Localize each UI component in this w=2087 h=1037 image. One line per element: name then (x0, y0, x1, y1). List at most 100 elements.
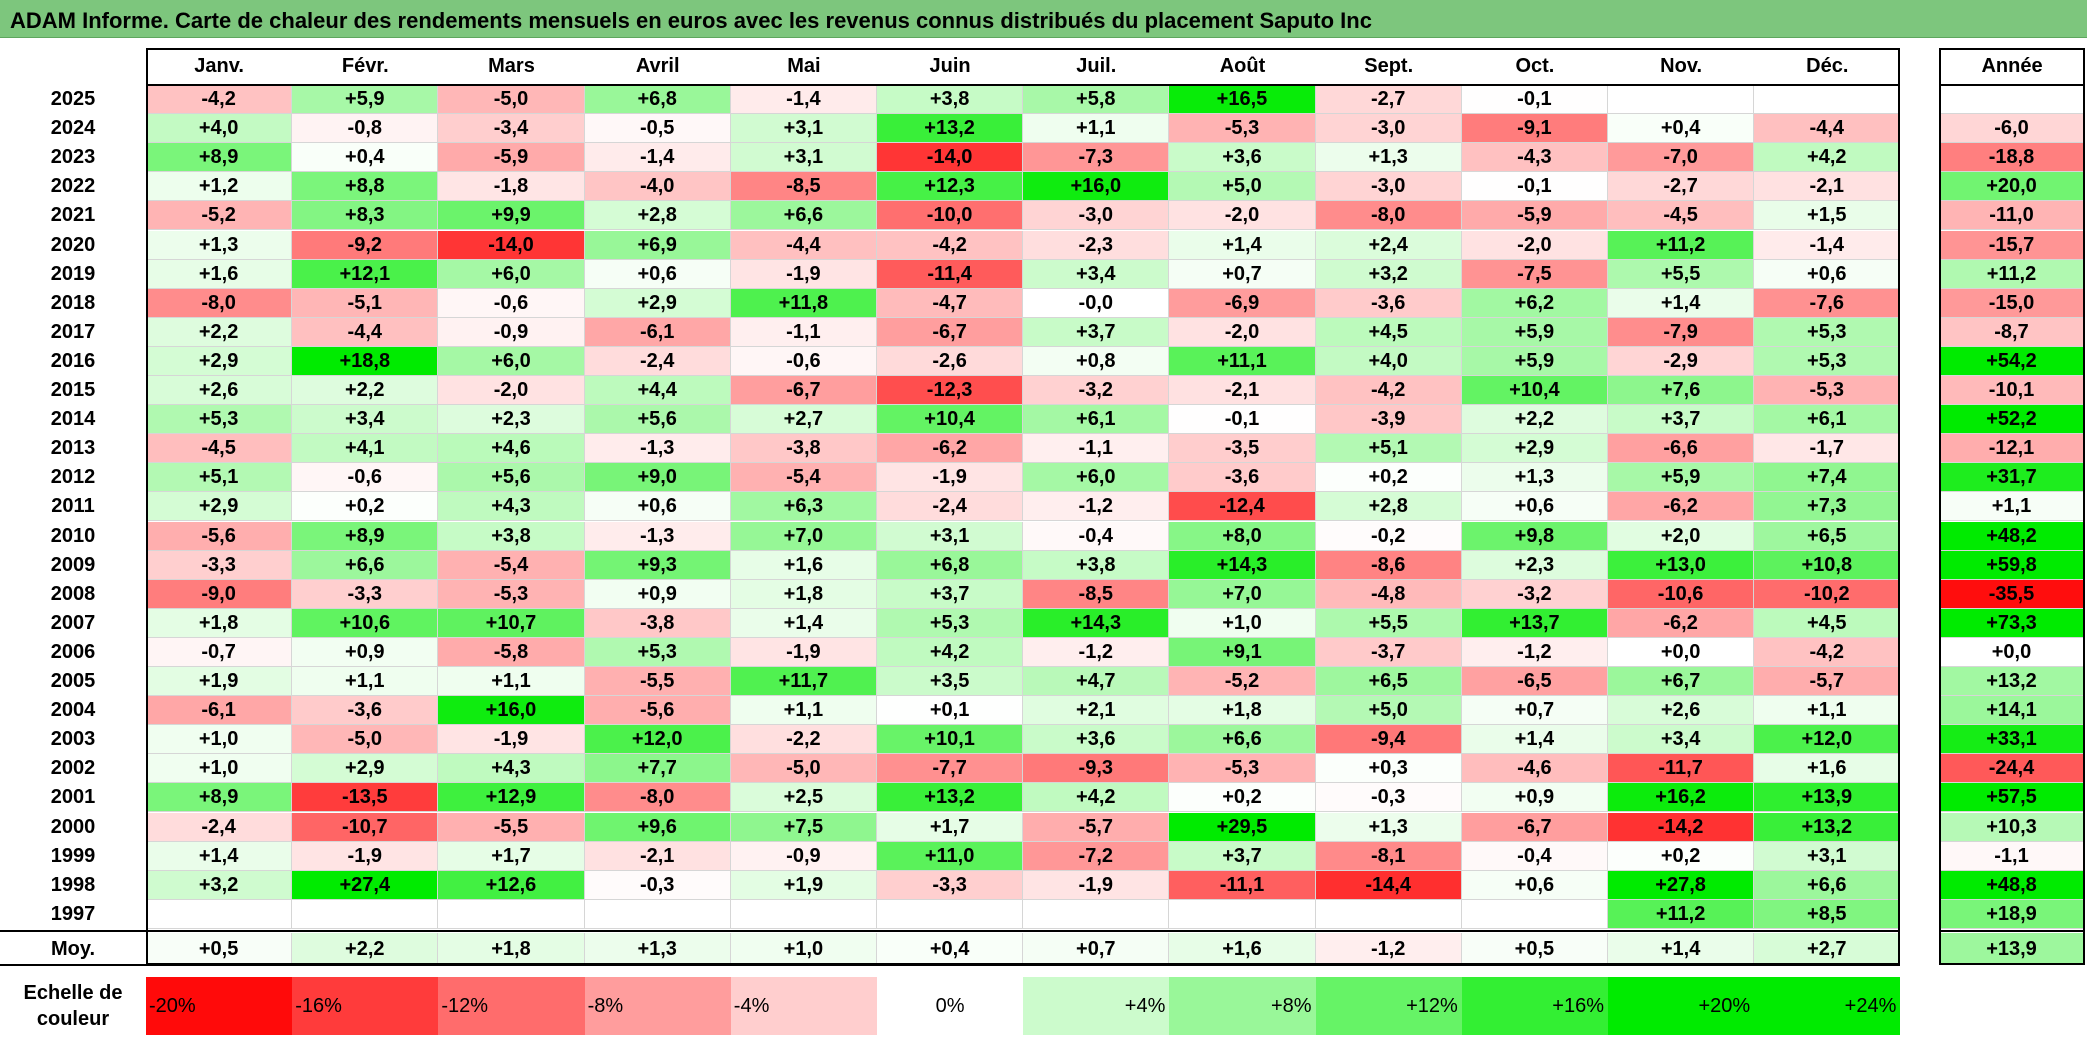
heatmap-cell: -5,9 (1461, 201, 1608, 231)
annual-cell: -6,0 (1939, 114, 2085, 144)
annual-cell: +0,0 (1939, 637, 2085, 667)
heatmap-cell: -7,3 (1023, 143, 1170, 173)
heatmap-cell: +12,0 (584, 725, 731, 755)
heatmap-cell: -5,3 (1754, 376, 1901, 406)
heatmap-cell: +18,8 (292, 346, 439, 376)
heatmap-cell: +2,9 (146, 346, 293, 376)
annual-cell: +31,7 (1939, 463, 2085, 493)
average-cell: +1,0 (730, 932, 877, 965)
heatmap-cell: -9,0 (146, 579, 293, 609)
heatmap-cell: +0,7 (1461, 696, 1608, 726)
heatmap-cell: -5,6 (146, 521, 293, 551)
heatmap-cell: +3,1 (877, 521, 1024, 551)
heatmap-cell: -6,7 (1461, 812, 1608, 842)
heatmap-cell: -9,1 (1461, 114, 1608, 144)
heatmap-cell: +6,1 (1023, 405, 1170, 435)
month-header: Nov. (1660, 55, 1703, 77)
heatmap-cell: -3,0 (1315, 114, 1462, 144)
heatmap-cell: -7,7 (877, 754, 1024, 784)
heatmap-cell: +0,9 (292, 637, 439, 667)
heatmap-cell: +1,3 (1315, 812, 1462, 842)
heatmap-cell: +5,3 (877, 608, 1024, 638)
heatmap-cell: +3,8 (877, 85, 1024, 115)
annual-cell: +13,2 (1939, 667, 2085, 697)
heatmap-cell: +4,2 (1023, 783, 1170, 813)
heatmap-cell: +2,9 (292, 754, 439, 784)
month-header: Déc. (1806, 55, 1849, 77)
heatmap-cell: +6,0 (1023, 463, 1170, 493)
heatmap-cell: +0,8 (1023, 346, 1170, 376)
heatmap-cell: +6,0 (438, 259, 585, 289)
year-label: 2023 (50, 146, 96, 169)
heatmap-cell: +14,3 (1023, 608, 1170, 638)
heatmap-cell: +1,1 (1754, 696, 1901, 726)
year-label: 2015 (50, 379, 96, 401)
heatmap-cell: -2,9 (1608, 346, 1755, 376)
heatmap-cell: +12,9 (438, 783, 585, 813)
heatmap-cell: -0,5 (584, 114, 731, 144)
heatmap-cell: +6,6 (730, 201, 877, 231)
year-label: 2020 (50, 233, 96, 256)
heatmap-cell: -1,2 (1023, 492, 1170, 522)
heatmap-cell: +1,1 (1023, 114, 1170, 144)
title-bar: ADAM Informe. Carte de chaleur des rende… (0, 0, 2087, 38)
heatmap-cell (292, 899, 439, 929)
heatmap-cell: -6,2 (1608, 608, 1755, 638)
heatmap-cell: -4,7 (877, 288, 1024, 318)
heatmap-cell: +1,5 (1754, 201, 1901, 231)
heatmap-cell: -2,2 (730, 725, 877, 755)
annual-cell: +59,8 (1939, 550, 2085, 580)
scale-step: +4% (1023, 977, 1170, 1035)
heatmap-cell: +2,6 (1608, 696, 1755, 726)
heatmap-cell: +2,6 (146, 376, 293, 406)
heatmap-cell: -1,4 (584, 143, 731, 173)
month-header: Mars (488, 55, 535, 77)
heatmap-cell: -5,0 (438, 85, 585, 115)
heatmap-cell: +10,4 (1461, 376, 1608, 406)
heatmap-cell: -1,3 (584, 521, 731, 551)
heatmap-cell: -3,4 (438, 114, 585, 144)
heatmap-cell: +5,9 (1461, 346, 1608, 376)
heatmap-cell: -6,1 (146, 696, 293, 726)
year-label: 1999 (50, 844, 96, 867)
heatmap-cell: +2,9 (584, 288, 731, 318)
month-header: Janv. (194, 55, 244, 77)
heatmap-cell: -0,1 (1169, 405, 1316, 435)
average-cell: +2,2 (292, 932, 439, 965)
annual-cell: +48,8 (1939, 870, 2085, 900)
scale-step: +16% (1461, 977, 1608, 1035)
heatmap-cell: -2,4 (584, 346, 731, 376)
heatmap-cell: -1,9 (438, 725, 585, 755)
scale-step: -4% (730, 977, 877, 1035)
heatmap-cell: +6,2 (1461, 288, 1608, 318)
annual-cell: +54,2 (1939, 346, 2085, 376)
heatmap-cell: -6,2 (1608, 492, 1755, 522)
heatmap-cell: -5,0 (730, 754, 877, 784)
heatmap-cell: +4,3 (438, 492, 585, 522)
heatmap-cell: +3,2 (146, 870, 293, 900)
scale-step: -20% (146, 977, 293, 1035)
heatmap-cell: -7,9 (1608, 317, 1755, 347)
heatmap-cell: -2,6 (877, 346, 1024, 376)
heatmap-cell: -4,3 (1461, 143, 1608, 173)
heatmap-cell: -4,5 (1608, 201, 1755, 231)
heatmap-cell: -3,3 (877, 870, 1024, 900)
heatmap-cell: +1,1 (292, 667, 439, 697)
annual-cell: +20,0 (1939, 172, 2085, 202)
heatmap-cell: +3,7 (1608, 405, 1755, 435)
heatmap-cell: -9,2 (292, 230, 439, 260)
heatmap-cell: -8,0 (1315, 201, 1462, 231)
heatmap-cell: +11,7 (730, 667, 877, 697)
heatmap-cell: -1,9 (1023, 870, 1170, 900)
heatmap-cell (730, 899, 877, 929)
heatmap-cell: -14,4 (1315, 870, 1462, 900)
heatmap-cell: +5,5 (1315, 608, 1462, 638)
heatmap-cell: +7,0 (1169, 579, 1316, 609)
heatmap-cell: -1,7 (1754, 434, 1901, 464)
heatmap-cell: -14,2 (1608, 812, 1755, 842)
heatmap-cell: +12,1 (292, 259, 439, 289)
year-label: 2013 (50, 437, 96, 460)
heatmap-cell: -12,3 (877, 376, 1024, 406)
heatmap-cell: -4,5 (146, 434, 293, 464)
heatmap-cell: -5,3 (1169, 754, 1316, 784)
